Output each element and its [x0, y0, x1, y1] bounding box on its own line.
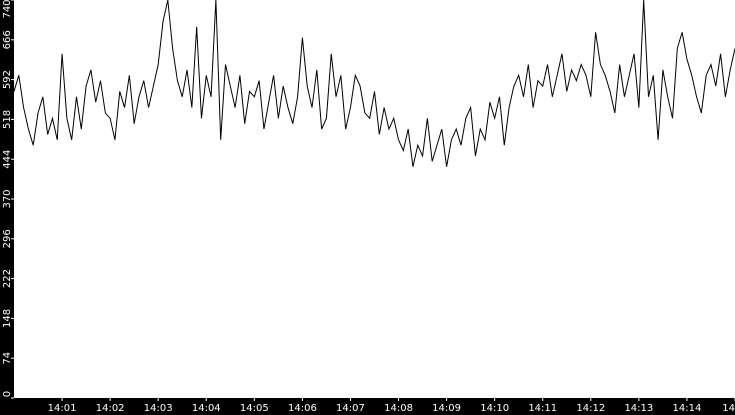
x-tick-label: 14:13	[624, 403, 653, 414]
y-tick-label: 74	[2, 352, 13, 365]
y-tick-label: 666	[2, 30, 13, 49]
y-tick-label: 0	[2, 391, 13, 397]
y-tick-label: 296	[2, 229, 13, 248]
line	[13, 0, 735, 167]
x-tick-label: 14:09	[432, 403, 461, 414]
x-tick-label: 14:05	[240, 403, 269, 414]
x-tick-label: 14	[722, 403, 735, 414]
x-tick-label: 14:02	[96, 403, 125, 414]
x-axis-strip	[0, 398, 735, 415]
x-tick-label: 14:10	[480, 403, 509, 414]
x-tick-label: 14:04	[192, 403, 221, 414]
y-tick-label: 444	[2, 150, 13, 169]
x-tick-label: 14:12	[576, 403, 605, 414]
y-tick-label: 740	[2, 0, 13, 19]
y-tick-label: 592	[2, 70, 13, 89]
x-tick-label: 14:07	[336, 403, 365, 414]
x-tick-label: 14:14	[673, 403, 702, 414]
x-tick-label: 14:03	[144, 403, 173, 414]
x-tick-label: 14:08	[384, 403, 413, 414]
x-tick-label: 14:11	[528, 403, 557, 414]
y-tick-label: 518	[2, 110, 13, 129]
x-tick-label: 14:06	[288, 403, 317, 414]
y-tick-label: 370	[2, 189, 13, 208]
y-tick-label: 222	[2, 269, 13, 288]
y-axis-strip	[0, 0, 14, 415]
x-tick-label: 14:01	[48, 403, 77, 414]
y-tick-label: 148	[2, 309, 13, 328]
